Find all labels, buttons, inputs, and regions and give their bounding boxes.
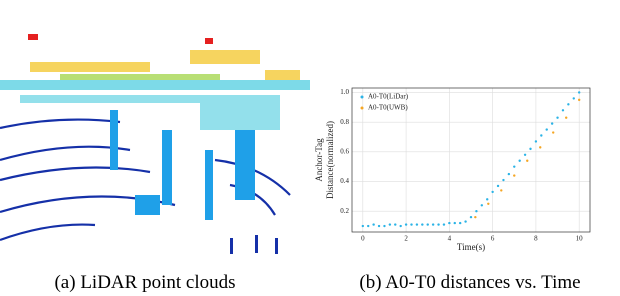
point (453, 221, 456, 225)
point (415, 223, 419, 226)
point (448, 221, 451, 225)
point (534, 140, 538, 143)
point (561, 109, 565, 112)
point (572, 97, 575, 100)
y-tick-label: 0.4 (340, 177, 349, 185)
legend-marker (360, 95, 364, 99)
point (458, 221, 462, 225)
point (469, 215, 473, 219)
point (577, 91, 581, 94)
point (399, 224, 402, 228)
x-tick-label: 8 (534, 235, 538, 243)
point (523, 153, 527, 157)
point (552, 131, 555, 134)
y-axis-label: Anchor-Tag (314, 138, 324, 182)
point (388, 223, 392, 226)
y-axis-label: Distance(normalized) (325, 121, 335, 199)
point (437, 223, 440, 226)
lidar-image (0, 34, 310, 254)
point (491, 190, 494, 194)
point (502, 178, 505, 182)
point (507, 172, 511, 176)
x-axis-label: Time(s) (457, 242, 485, 252)
point (475, 210, 478, 213)
legend-marker (360, 106, 364, 110)
plot-frame (351, 87, 591, 233)
point (480, 204, 484, 207)
point (513, 165, 516, 168)
point (372, 223, 375, 226)
point (518, 159, 521, 162)
point (377, 224, 381, 228)
point (383, 224, 386, 228)
point (577, 98, 581, 102)
caption: (a) LiDAR point clouds (54, 272, 235, 293)
point (550, 122, 554, 125)
point (431, 223, 435, 226)
point (565, 116, 568, 119)
point (513, 174, 516, 177)
point (474, 215, 477, 219)
point (487, 202, 490, 205)
x-tick-label: 4 (448, 235, 452, 243)
point (526, 159, 529, 162)
point (556, 116, 559, 119)
point (486, 198, 489, 201)
point (404, 223, 408, 226)
legend-label: A0-T0(UWB) (368, 104, 408, 112)
point (496, 184, 500, 188)
x-tick-label: 6 (491, 235, 495, 243)
legend-label: A0-T0(LiDar) (368, 93, 409, 101)
point (567, 103, 570, 106)
point (464, 220, 467, 223)
point (367, 224, 370, 228)
y-tick-label: 1.0 (340, 88, 349, 96)
point (529, 147, 532, 151)
point (394, 223, 397, 226)
point (421, 223, 424, 226)
point (539, 146, 542, 149)
point (410, 223, 413, 226)
point (442, 223, 446, 226)
point (545, 128, 548, 131)
point (500, 189, 503, 192)
y-tick-label: 0.6 (340, 147, 349, 155)
caption: (b) A0-T0 distances vs. Time (359, 272, 580, 293)
point (540, 134, 543, 137)
y-tick-label: 0.8 (340, 118, 349, 126)
point (426, 223, 429, 226)
point (361, 224, 365, 228)
x-tick-label: 10 (576, 235, 584, 243)
x-tick-label: 0 (361, 235, 365, 243)
x-tick-label: 2 (404, 235, 408, 243)
y-tick-label: 0.2 (340, 207, 349, 215)
